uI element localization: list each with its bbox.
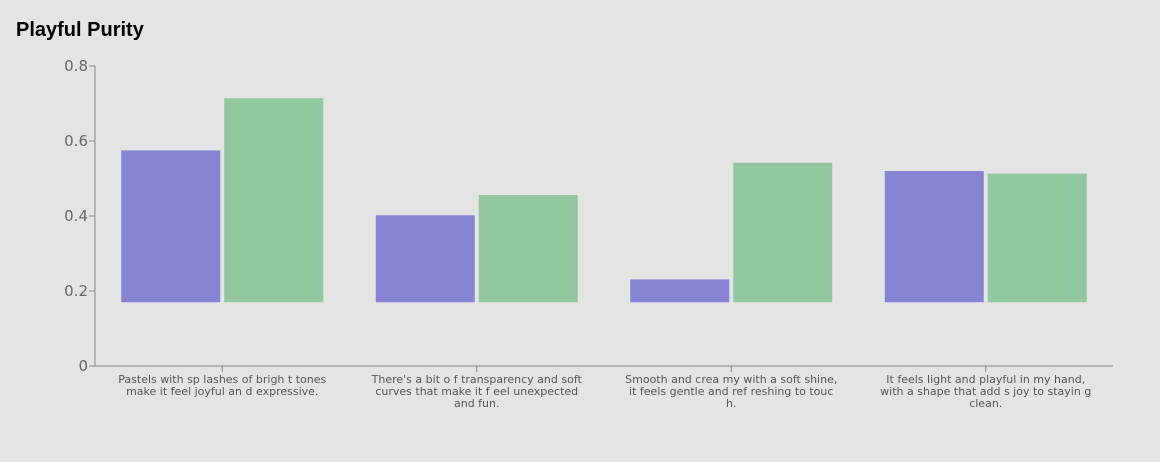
x-tick-label-line: Pastels with sp lashes of brigh t tones xyxy=(118,373,326,386)
x-tick-label: There's a bit o f transparency and soft c… xyxy=(371,373,583,410)
x-tick-label-line: with a shape that add s joy to stayin g xyxy=(880,385,1091,398)
bar xyxy=(733,162,833,303)
x-tick-label: It feels light and playful in my hand, wi… xyxy=(880,373,1091,410)
x-tick-label-line: clean. xyxy=(969,397,1002,410)
y-tick-label: 0.6 xyxy=(64,132,88,150)
x-tick-label-line: make it feel joyful an d expressive. xyxy=(126,385,318,398)
x-tick-label-line: and fun. xyxy=(454,397,500,410)
bar xyxy=(121,150,221,303)
x-tick-label-line: curves that make it f eel unexpected xyxy=(375,385,578,398)
y-tick-label: 0 xyxy=(78,357,88,375)
chart-title: Playful Purity xyxy=(16,19,144,41)
y-tick-label: 0.4 xyxy=(64,207,88,225)
x-tick-label-line: Smooth and crea my with a soft shine, xyxy=(625,373,837,386)
x-tick-label-line: It feels light and playful in my hand, xyxy=(886,373,1085,386)
bar xyxy=(375,215,475,303)
bar xyxy=(224,98,324,303)
x-tick-label: Pastels with sp lashes of brigh t tones m… xyxy=(118,373,326,398)
y-tick-label: 0.8 xyxy=(64,57,88,75)
x-tick-label-line: it feels gentle and ref reshing to touc xyxy=(629,385,833,398)
bar xyxy=(987,173,1087,303)
x-tick-label-line: There's a bit o f transparency and soft xyxy=(371,373,583,386)
x-tick-label-line: h. xyxy=(726,397,736,410)
bar xyxy=(630,279,730,303)
y-tick-label: 0.2 xyxy=(64,282,88,300)
bar xyxy=(478,195,578,303)
bar xyxy=(884,171,984,303)
x-tick-label: Smooth and crea my with a soft shine, it … xyxy=(625,373,837,410)
